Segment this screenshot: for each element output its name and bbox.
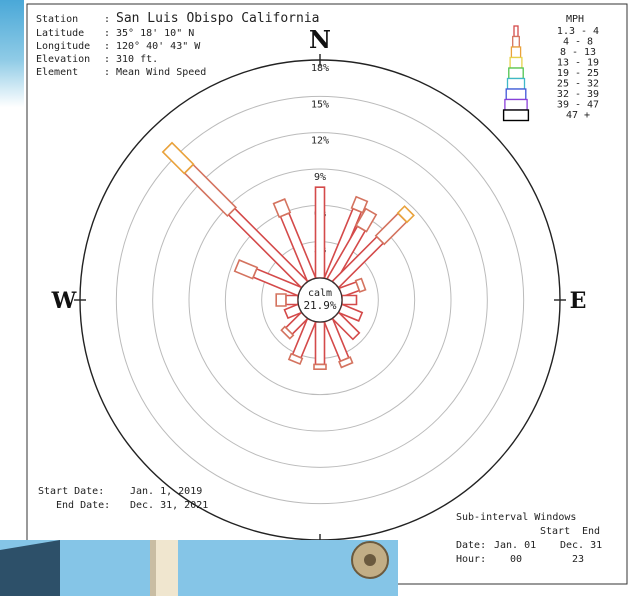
end-date-label: End Date:	[56, 500, 110, 511]
ring-12	[152, 132, 488, 468]
legend-swatch	[502, 109, 530, 122]
background-ocean-strip	[0, 0, 24, 596]
start-date-value: Jan. 1, 2019	[130, 486, 202, 497]
spoke-segment	[272, 198, 292, 219]
legend-swatch	[508, 67, 524, 80]
legend-label: 19 - 25	[557, 68, 599, 79]
date-range: Start Date: Jan. 1, 2019 End Date: Dec. …	[38, 486, 208, 511]
ring-15	[115, 95, 525, 505]
legend-label: 1.3 - 4	[557, 26, 599, 37]
svg-text::: :	[104, 67, 110, 78]
spoke-segment	[396, 205, 415, 224]
station-header: Station : San Luis Obispo California Lat…	[36, 11, 320, 78]
spoke-segment	[350, 195, 369, 214]
spoke-segment	[355, 207, 378, 233]
spoke-segment	[313, 363, 327, 371]
legend-title: MPH	[566, 14, 584, 25]
element-value: Mean Wind Speed	[116, 67, 206, 78]
calm-value: 21.9%	[303, 299, 336, 312]
ring-label: 9%	[314, 172, 326, 183]
date-end: Dec. 31	[560, 540, 602, 551]
direction-spokes	[161, 141, 415, 371]
svg-text::: :	[104, 28, 110, 39]
spoke-segment	[314, 186, 326, 279]
spoke-segment	[341, 294, 358, 306]
compass-west: W	[51, 288, 77, 314]
svg-text::: :	[104, 54, 110, 65]
compass-east: E	[570, 288, 587, 314]
svg-text::: :	[104, 41, 110, 52]
calm-circle	[297, 277, 343, 323]
legend-swatch	[505, 88, 527, 101]
legend-swatch	[513, 25, 519, 38]
date-start: Jan. 01	[494, 540, 536, 551]
ring-label: 18%	[311, 63, 329, 74]
legend-swatch	[506, 77, 526, 90]
ring-label: 15%	[311, 99, 329, 110]
spoke-segment	[354, 277, 367, 293]
legend-swatch	[510, 46, 522, 59]
legend-label: 4 - 8	[563, 37, 593, 48]
legend-label: 13 - 19	[557, 58, 599, 69]
spoke-segment	[233, 259, 259, 280]
legend-label: 8 - 13	[560, 47, 596, 58]
elevation-value: 310 ft.	[116, 54, 158, 65]
hour-start: 00	[510, 554, 522, 565]
spoke-segment	[161, 141, 195, 175]
latitude-label: Latitude	[36, 28, 84, 39]
ring-9	[188, 168, 452, 432]
legend-swatch	[504, 98, 528, 111]
legend-label: 47 +	[566, 110, 590, 121]
ring-label: 12%	[311, 136, 329, 147]
svg-text::: :	[104, 14, 110, 25]
station-name: San Luis Obispo California	[116, 11, 320, 26]
subinterval-start-label: Start	[540, 526, 570, 537]
calm-label: calm	[308, 288, 332, 299]
spoke-segment	[338, 356, 354, 369]
spoke-segment	[280, 325, 295, 340]
element-label: Element	[36, 67, 78, 78]
subinterval-title: Sub-interval Windows	[456, 512, 576, 523]
subinterval-windows: Sub-interval Windows Start End Date: Jan…	[456, 512, 602, 565]
spoke-segment	[285, 294, 299, 306]
longitude-value: 120° 40' 43" W	[116, 41, 201, 52]
decorative-sailboat-photo	[0, 540, 398, 596]
date-label: Date:	[456, 540, 486, 551]
spoke-segment	[287, 352, 304, 366]
legend-label: 25 - 32	[557, 79, 599, 90]
start-date-label: Start Date:	[38, 486, 104, 497]
longitude-label: Longitude	[36, 41, 90, 52]
hour-label: Hour:	[456, 554, 486, 565]
subinterval-end-label: End	[582, 526, 600, 537]
spoke-segment	[314, 321, 326, 366]
end-date-value: Dec. 31, 2021	[130, 500, 208, 511]
elevation-label: Elevation	[36, 54, 90, 65]
compass-north: N	[309, 25, 331, 54]
legend-swatches	[502, 25, 530, 122]
legend-swatch	[512, 35, 520, 48]
spoke-segment	[275, 293, 287, 307]
legend-label: 32 - 39	[557, 89, 599, 100]
legend-label: 39 - 47	[557, 100, 599, 111]
hour-end: 23	[572, 554, 584, 565]
legend-swatch	[509, 56, 523, 69]
station-label: Station	[36, 14, 78, 25]
latitude-value: 35° 18' 10" N	[116, 28, 194, 39]
